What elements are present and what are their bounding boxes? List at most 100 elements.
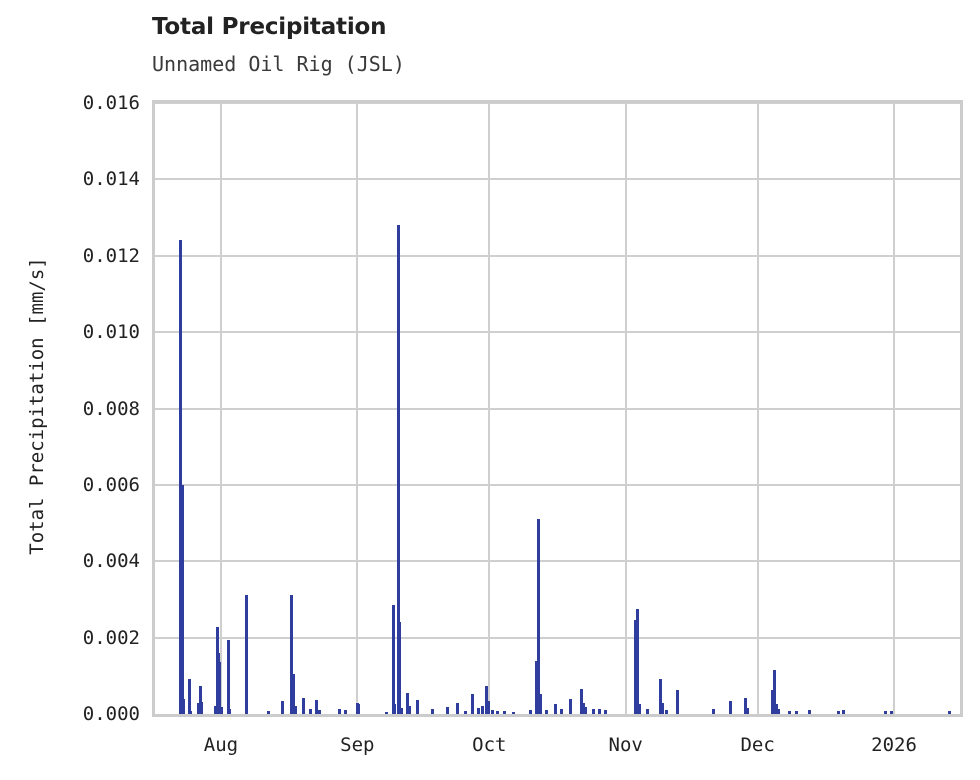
gridline-horizontal — [155, 560, 960, 563]
chart-subtitle: Unnamed Oil Rig (JSL) — [152, 52, 405, 76]
bar — [712, 709, 715, 714]
bar — [487, 701, 490, 714]
gridline-vertical — [624, 103, 627, 714]
bar — [777, 709, 780, 714]
bar — [659, 678, 662, 714]
bar — [646, 709, 649, 714]
bar — [408, 706, 411, 714]
bar — [771, 689, 774, 714]
bar — [537, 518, 540, 714]
bar — [181, 484, 184, 714]
bar — [228, 708, 231, 714]
bar — [200, 702, 203, 714]
bar — [638, 704, 641, 714]
bar — [884, 710, 887, 714]
y-tick-label: 0.000 — [82, 703, 140, 725]
gridline-horizontal — [155, 407, 960, 410]
y-tick-label: 0.012 — [82, 244, 140, 267]
bar — [496, 710, 499, 714]
bar — [948, 711, 951, 714]
y-tick-label: 0.014 — [82, 168, 140, 191]
bar — [535, 661, 538, 714]
bar — [491, 709, 494, 714]
bar — [294, 705, 297, 714]
bar — [290, 595, 293, 714]
bar — [665, 709, 668, 714]
bar — [245, 595, 248, 714]
bar — [788, 710, 791, 714]
gridline-vertical — [893, 103, 896, 714]
bar — [431, 709, 434, 714]
bar — [539, 694, 542, 714]
bar — [406, 693, 409, 714]
bar — [197, 703, 200, 714]
gridline-vertical — [356, 103, 359, 714]
bar — [393, 703, 396, 714]
bar — [309, 709, 312, 714]
bar — [634, 620, 637, 714]
bar — [302, 698, 305, 714]
x-tick-label: Sep — [340, 734, 375, 756]
bar — [592, 709, 595, 714]
bar — [416, 700, 419, 714]
bar — [545, 710, 548, 714]
x-tick-label: Dec — [740, 734, 775, 756]
gridline-horizontal — [155, 483, 960, 486]
bar — [580, 689, 583, 714]
bar — [464, 710, 467, 714]
bar — [661, 702, 664, 714]
bar — [385, 711, 388, 714]
bar — [179, 240, 182, 714]
bar — [775, 704, 778, 714]
bar — [485, 686, 488, 714]
bar — [456, 703, 459, 714]
bar — [318, 710, 321, 714]
bar — [842, 709, 845, 714]
gridline-horizontal — [155, 178, 960, 181]
bar — [744, 698, 747, 714]
bar — [471, 693, 474, 714]
bar — [890, 710, 893, 714]
bar — [182, 698, 185, 714]
bar — [400, 707, 403, 714]
bar — [188, 678, 191, 714]
y-tick-label: 0.004 — [82, 550, 140, 573]
bar — [214, 705, 217, 714]
bar — [398, 621, 401, 714]
x-tick-label: Aug — [203, 734, 239, 756]
bar — [267, 710, 270, 714]
y-tick-label: 0.010 — [82, 321, 140, 344]
y-tick-label: 0.008 — [82, 397, 140, 420]
bar — [357, 704, 360, 714]
bar — [344, 710, 347, 714]
bar — [604, 709, 607, 714]
gridline-horizontal — [155, 103, 960, 104]
gridline-horizontal — [155, 636, 960, 639]
bar — [481, 705, 484, 714]
gridline-vertical — [756, 103, 759, 714]
x-tick-label: 2026 — [871, 734, 917, 756]
bar — [554, 703, 557, 714]
bar — [315, 699, 318, 714]
bar — [808, 709, 811, 714]
plot-area — [152, 100, 963, 717]
bar — [584, 707, 587, 714]
x-tick-label: Nov — [608, 734, 643, 756]
bar — [598, 709, 601, 714]
bar — [218, 662, 221, 714]
gridline-vertical — [488, 103, 491, 714]
y-tick-label: 0.002 — [82, 626, 140, 649]
bar — [227, 640, 230, 714]
bar — [560, 709, 563, 714]
bar — [199, 686, 202, 714]
gridline-vertical — [219, 103, 222, 714]
bar — [636, 608, 639, 714]
bar — [503, 711, 506, 714]
y-tick-label: 0.006 — [82, 473, 140, 496]
plot-inner — [155, 103, 960, 714]
bar — [397, 225, 400, 714]
bar — [477, 707, 480, 714]
bar — [292, 673, 295, 714]
bar — [281, 701, 284, 714]
